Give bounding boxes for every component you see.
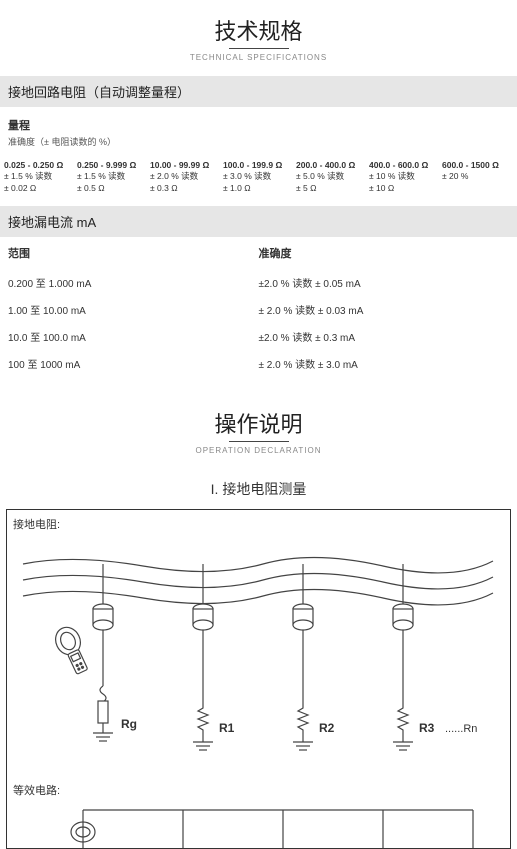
range-acc-a: ± 2.0 % 读数 xyxy=(150,171,221,182)
leakage-table: 范围 0.200 至 1.000 mA 1.00 至 10.00 mA 10.0… xyxy=(0,237,517,389)
range-col: 400.0 - 600.0 Ω ± 10 % 读数 ± 10 Ω xyxy=(369,160,440,194)
range-header: 0.250 - 9.999 Ω xyxy=(77,160,148,171)
range-acc-a: ± 3.0 % 读数 xyxy=(223,171,294,182)
ground-resistance-diagram: Rg R1 R2 R3 ......Rn xyxy=(13,536,503,776)
range-acc-a: ± 20 % xyxy=(442,171,513,182)
page-subtitle-2: OPERATION DECLARATION xyxy=(0,446,517,469)
section-bar-loop-resistance: 接地回路电阻（自动调整量程） xyxy=(0,76,517,107)
range-header: 100.0 - 199.9 Ω xyxy=(223,160,294,171)
title-rule-2 xyxy=(229,441,289,442)
leakage-acc-row: ± 2.0 % 读数 ± 3.0 mA xyxy=(259,350,510,377)
range-acc-a: ± 5.0 % 读数 xyxy=(296,171,367,182)
range-header: 400.0 - 600.0 Ω xyxy=(369,160,440,171)
leakage-acc-header: 准确度 xyxy=(259,245,510,269)
label-rg: Rg xyxy=(121,717,137,731)
range-acc-b: ± 1.0 Ω xyxy=(223,183,294,194)
leakage-acc-row: ±2.0 % 读数 ± 0.3 mA xyxy=(259,323,510,350)
range-col: 10.00 - 99.99 Ω ± 2.0 % 读数 ± 0.3 Ω xyxy=(150,160,221,194)
range-col: 0.025 - 0.250 Ω ± 1.5 % 读数 ± 0.02 Ω xyxy=(4,160,75,194)
range-label: 量程 xyxy=(0,107,517,135)
range-col: 0.250 - 9.999 Ω ± 1.5 % 读数 ± 0.5 Ω xyxy=(77,160,148,194)
leakage-col-range: 范围 0.200 至 1.000 mA 1.00 至 10.00 mA 10.0… xyxy=(8,245,259,377)
leakage-range-row: 1.00 至 10.00 mA xyxy=(8,296,259,323)
range-col: 600.0 - 1500 Ω ± 20 % xyxy=(442,160,513,194)
range-table: 0.025 - 0.250 Ω ± 1.5 % 读数 ± 0.02 Ω 0.25… xyxy=(0,156,517,206)
label-rn: ......Rn xyxy=(445,723,477,735)
leakage-range-row: 0.200 至 1.000 mA xyxy=(8,269,259,296)
range-acc-b: ± 0.3 Ω xyxy=(150,183,221,194)
leakage-acc-row: ± 2.0 % 读数 ± 0.03 mA xyxy=(259,296,510,323)
range-header: 0.025 - 0.250 Ω xyxy=(4,160,75,171)
label-r1: R1 xyxy=(219,721,235,735)
page-title-2: 操作说明 xyxy=(0,393,517,441)
page-subtitle-1: TECHNICAL SPECIFICATIONS xyxy=(0,53,517,76)
leakage-range-header: 范围 xyxy=(8,245,259,269)
label-r3: R3 xyxy=(419,721,435,735)
range-header: 600.0 - 1500 Ω xyxy=(442,160,513,171)
leakage-range-row: 100 至 1000 mA xyxy=(8,350,259,377)
diagram-frame: 接地电阻: xyxy=(6,509,511,849)
diagram-label-ground-resistance: 接地电阻: xyxy=(13,516,504,536)
range-header: 10.00 - 99.99 Ω xyxy=(150,160,221,171)
range-col: 200.0 - 400.0 Ω ± 5.0 % 读数 ± 5 Ω xyxy=(296,160,367,194)
range-acc-b: ± 5 Ω xyxy=(296,183,367,194)
range-acc-b: ± 10 Ω xyxy=(369,183,440,194)
range-acc-a: ± 1.5 % 读数 xyxy=(4,171,75,182)
equivalent-circuit-diagram xyxy=(13,802,503,848)
title-rule-1 xyxy=(229,48,289,49)
leakage-acc-row: ±2.0 % 读数 ± 0.05 mA xyxy=(259,269,510,296)
diagram-label-equivalent-circuit: 等效电路: xyxy=(13,776,504,802)
range-acc-a: ± 1.5 % 读数 xyxy=(77,171,148,182)
range-acc-b: ± 0.02 Ω xyxy=(4,183,75,194)
range-acc-b: ± 0.5 Ω xyxy=(77,183,148,194)
page-title-1: 技术规格 xyxy=(0,0,517,48)
operation-subtitle: I. 接地电阻测量 xyxy=(0,469,517,509)
accuracy-note: 准确度（± 电阻读数的 %） xyxy=(0,135,517,156)
range-header: 200.0 - 400.0 Ω xyxy=(296,160,367,171)
range-acc-a: ± 10 % 读数 xyxy=(369,171,440,182)
section-bar-leakage: 接地漏电流 mA xyxy=(0,206,517,237)
label-r2: R2 xyxy=(319,721,335,735)
leakage-range-row: 10.0 至 100.0 mA xyxy=(8,323,259,350)
range-col: 100.0 - 199.9 Ω ± 3.0 % 读数 ± 1.0 Ω xyxy=(223,160,294,194)
leakage-col-accuracy: 准确度 ±2.0 % 读数 ± 0.05 mA ± 2.0 % 读数 ± 0.0… xyxy=(259,245,510,377)
